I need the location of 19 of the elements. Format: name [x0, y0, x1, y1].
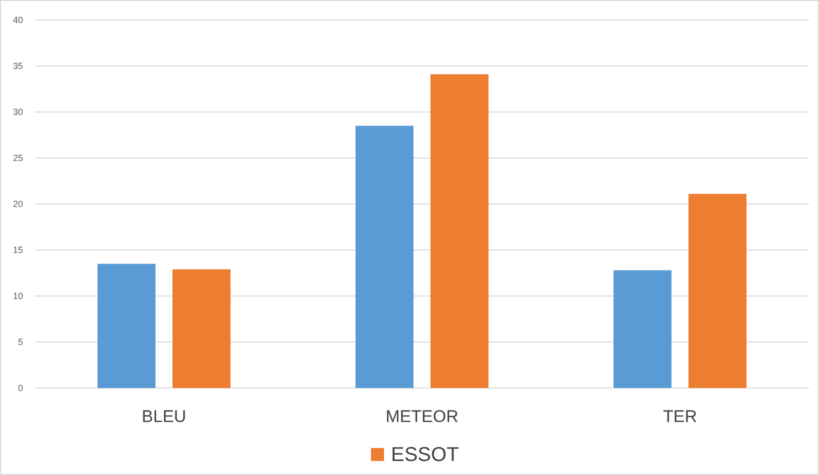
bar [430, 74, 488, 388]
y-tick-label: 0 [18, 383, 23, 394]
y-tick-label: 15 [12, 245, 23, 256]
x-tick-label: METEOR [386, 407, 458, 426]
bar [356, 126, 414, 388]
y-tick-label: 5 [18, 337, 23, 348]
bar [172, 269, 230, 388]
bar [688, 194, 746, 388]
y-tick-label: 30 [12, 107, 23, 118]
y-tick-label: 35 [12, 61, 23, 72]
bar [614, 270, 672, 388]
y-tick-label: 10 [12, 291, 23, 302]
legend-label: ESSOT [391, 444, 459, 466]
bar [98, 264, 156, 388]
y-tick-label: 25 [12, 153, 23, 164]
x-tick-label: BLEU [142, 407, 186, 426]
y-tick-label: 40 [12, 15, 23, 26]
x-tick-label: TER [663, 407, 697, 426]
y-tick-label: 20 [12, 199, 23, 210]
